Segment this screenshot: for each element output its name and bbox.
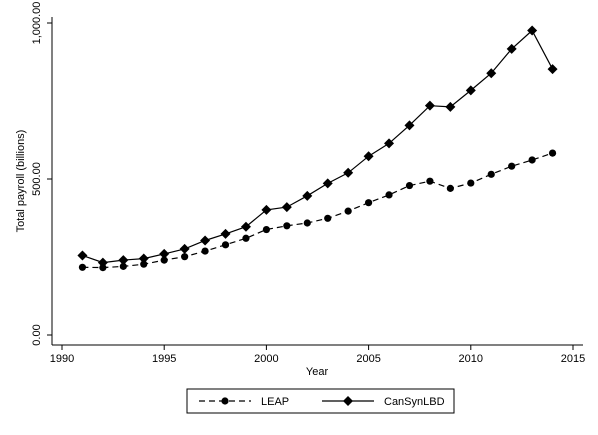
data-point-leap — [201, 247, 209, 255]
data-point-cansynlbd — [547, 64, 558, 75]
data-point-leap — [283, 222, 291, 230]
y-axis-title: Total payroll (billions) — [15, 130, 27, 233]
data-point-cansynlbd — [261, 204, 272, 215]
data-point-cansynlbd — [179, 243, 190, 254]
data-point-leap — [119, 262, 127, 270]
data-point-leap — [508, 162, 516, 170]
data-point-leap — [548, 149, 557, 157]
data-point-leap — [528, 156, 536, 164]
y-tick-label: 0.00 — [31, 324, 43, 345]
data-point-cansynlbd — [322, 178, 333, 189]
data-point-cansynlbd — [240, 221, 251, 232]
data-point-cansynlbd — [118, 255, 129, 266]
data-point-leap — [446, 184, 454, 192]
series-line-cansynlbd — [82, 29, 554, 264]
data-point-cansynlbd — [486, 68, 497, 79]
x-tick-label: 2010 — [459, 353, 483, 365]
y-tick-label: 1,000.00 — [31, 2, 43, 45]
data-point-leap — [221, 241, 230, 249]
data-point-cansynlbd — [404, 120, 415, 131]
x-axis-title: Year — [306, 366, 329, 378]
y-tick-label: 500.00 — [31, 162, 43, 196]
plot-area — [77, 25, 558, 272]
data-point-cansynlbd — [138, 253, 149, 264]
x-tick-label: 2000 — [254, 353, 278, 365]
series-leap — [78, 149, 557, 272]
data-point-leap — [303, 219, 311, 227]
data-point-cansynlbd — [302, 190, 313, 201]
data-point-leap — [160, 256, 168, 264]
data-point-cansynlbd — [506, 43, 517, 54]
data-point-cansynlbd — [281, 202, 292, 213]
legend-items: LEAP CanSynLBD — [199, 396, 445, 408]
y-ticks: 0.00 500.00 1,000.00 — [31, 2, 52, 346]
legend-marker-leap — [221, 397, 229, 405]
series-cansynlbd — [77, 25, 558, 268]
data-point-cansynlbd — [363, 151, 374, 162]
series-line-leap — [82, 152, 553, 269]
data-point-leap — [385, 191, 393, 199]
data-point-cansynlbd — [97, 257, 108, 268]
data-point-cansynlbd — [424, 100, 435, 111]
data-point-leap — [78, 263, 87, 271]
data-point-leap — [140, 260, 148, 268]
data-point-leap — [365, 199, 373, 207]
data-point-leap — [405, 181, 414, 190]
data-point-leap — [487, 170, 495, 178]
legend-label-cansynlbd: CanSynLBD — [384, 396, 445, 408]
data-point-cansynlbd — [527, 25, 538, 36]
data-point-cansynlbd — [77, 250, 88, 261]
data-point-leap — [324, 214, 332, 222]
y-axis: 0.00 500.00 1,000.00 Total payroll (billio… — [15, 2, 53, 346]
x-tick-label: 1995 — [152, 353, 176, 365]
data-point-leap — [344, 207, 352, 215]
x-ticks: 1990 1995 2000 2005 2010 2015 — [50, 345, 585, 365]
legend-marker-cansynlbd — [343, 396, 353, 406]
x-tick-label: 1990 — [50, 353, 74, 365]
data-point-cansynlbd — [343, 167, 354, 178]
legend-label-leap: LEAP — [261, 396, 289, 408]
x-axis: 1990 1995 2000 2005 2010 2015 Year — [50, 344, 585, 378]
data-point-cansynlbd — [465, 85, 476, 96]
data-point-cansynlbd — [384, 138, 395, 149]
data-point-leap — [467, 179, 475, 187]
data-point-cansynlbd — [220, 228, 231, 239]
x-tick-label: 2005 — [356, 353, 380, 365]
data-point-leap — [262, 225, 270, 234]
x-tick-label: 2015 — [561, 353, 585, 365]
legend: LEAP CanSynLBD — [186, 388, 455, 414]
data-point-leap — [242, 234, 250, 242]
data-point-cansynlbd — [200, 235, 211, 246]
data-point-cansynlbd — [159, 248, 170, 259]
data-point-leap — [426, 177, 434, 185]
data-point-leap — [181, 253, 189, 261]
data-point-cansynlbd — [445, 101, 456, 112]
